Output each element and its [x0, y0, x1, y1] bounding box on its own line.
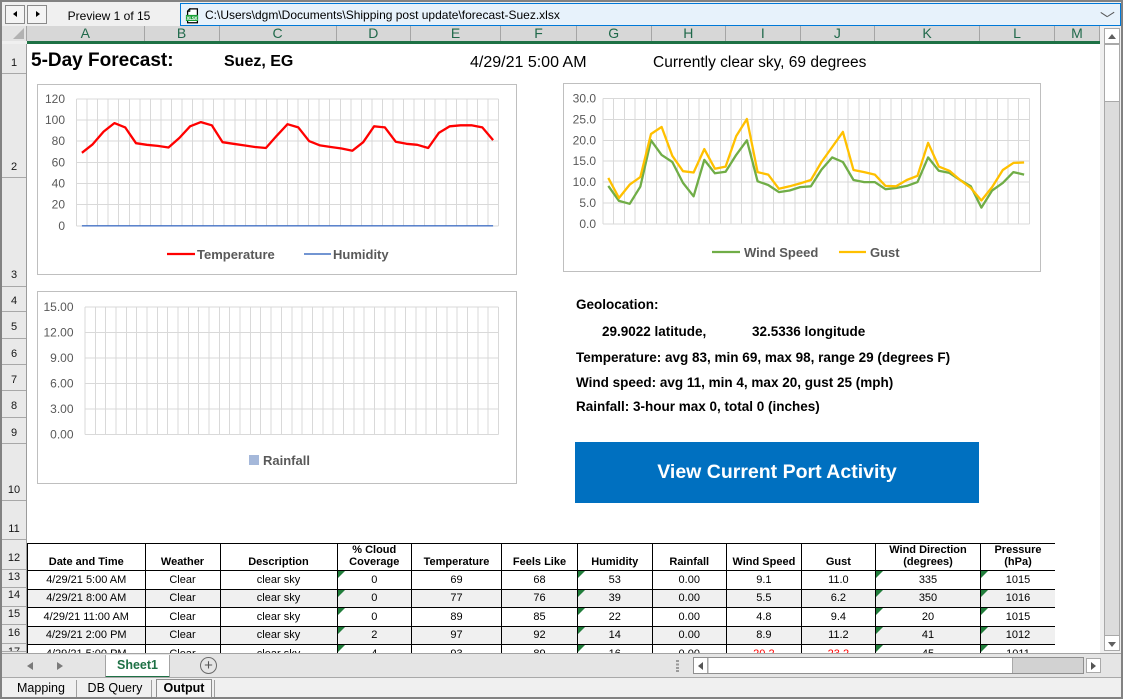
svg-text:100: 100 — [44, 113, 64, 127]
svg-text:80: 80 — [51, 134, 65, 148]
svg-text:40: 40 — [51, 176, 65, 190]
svg-text:15.00: 15.00 — [43, 300, 73, 314]
svg-text:120: 120 — [44, 91, 64, 105]
svg-text:9.00: 9.00 — [50, 351, 74, 365]
svg-text:5.0: 5.0 — [579, 196, 596, 210]
svg-text:Wind Speed: Wind Speed — [744, 245, 818, 260]
svg-text:Temperature: Temperature — [197, 247, 275, 262]
svg-text:30.0: 30.0 — [573, 91, 597, 105]
svg-text:0.0: 0.0 — [579, 216, 596, 230]
svg-text:3.00: 3.00 — [50, 402, 74, 416]
svg-text:25.0: 25.0 — [573, 112, 597, 126]
svg-text:0.00: 0.00 — [50, 427, 74, 441]
svg-text:Humidity: Humidity — [333, 247, 389, 262]
svg-text:15.0: 15.0 — [573, 154, 597, 168]
svg-text:6.00: 6.00 — [50, 376, 74, 390]
svg-text:XLSX: XLSX — [187, 16, 199, 22]
svg-text:12.00: 12.00 — [43, 325, 73, 339]
svg-text:60: 60 — [51, 155, 65, 169]
svg-text:0: 0 — [58, 218, 65, 232]
svg-text:20: 20 — [51, 197, 65, 211]
svg-text:Rainfall: Rainfall — [263, 453, 310, 468]
svg-text:10.0: 10.0 — [573, 175, 597, 189]
svg-text:20.0: 20.0 — [573, 133, 597, 147]
svg-text:Gust: Gust — [870, 245, 900, 260]
